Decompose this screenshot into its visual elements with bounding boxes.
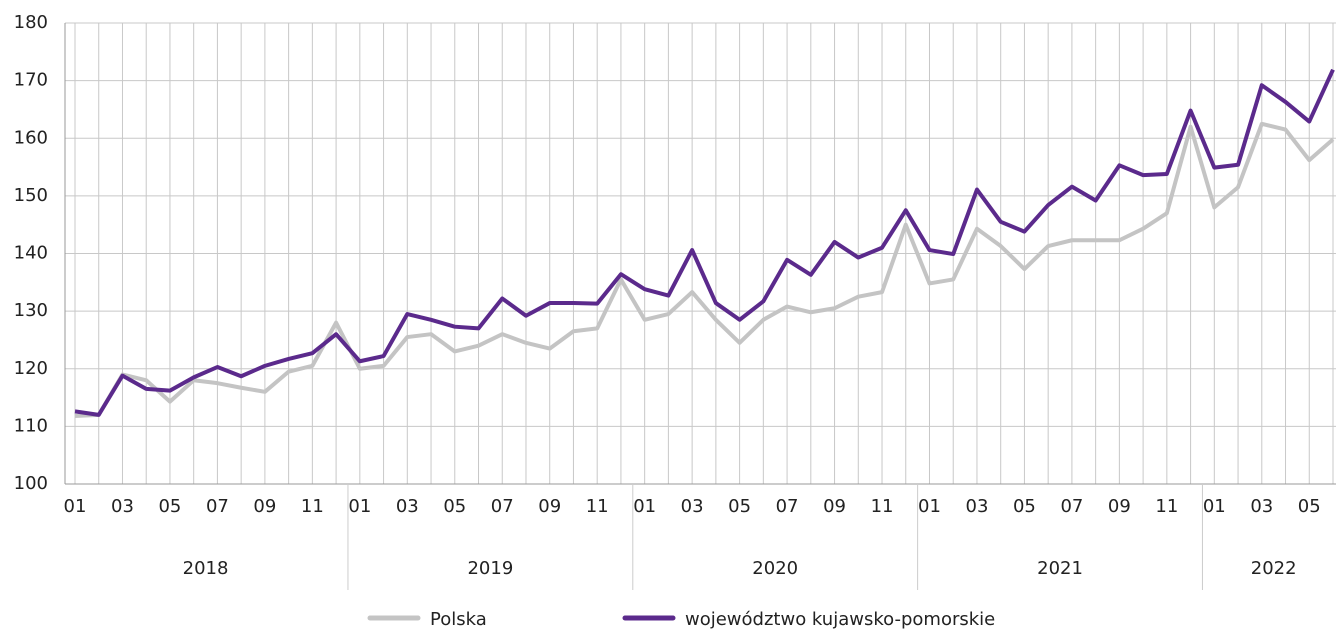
series-line (74, 121, 1335, 419)
y-tick-label: 140 (14, 243, 48, 264)
x-tick-label: 09 (253, 496, 276, 517)
year-label: 2021 (1037, 558, 1083, 579)
x-tick-label: 01 (64, 496, 87, 517)
y-tick-label: 180 (14, 12, 48, 33)
x-tick-label: 07 (491, 496, 514, 517)
x-tick-label: 11 (871, 496, 894, 517)
x-tick-label: 09 (538, 496, 561, 517)
year-label: 2022 (1251, 558, 1297, 579)
x-tick-label: 07 (1060, 496, 1083, 517)
x-tick-label: 11 (586, 496, 609, 517)
y-tick-label: 130 (14, 300, 48, 321)
x-tick-label: 11 (1155, 496, 1178, 517)
legend-label: województwo kujawsko-pomorskie (685, 609, 995, 629)
y-tick-label: 170 (14, 70, 48, 91)
y-tick-label: 160 (14, 127, 48, 148)
x-tick-label: 03 (681, 496, 704, 517)
x-tick-label: 01 (918, 496, 941, 517)
x-tick-label: 01 (348, 496, 371, 517)
y-tick-label: 110 (14, 415, 48, 436)
x-tick-label: 05 (728, 496, 751, 517)
year-label: 2018 (183, 558, 229, 579)
year-label: 2019 (467, 558, 513, 579)
x-tick-label: 05 (158, 496, 181, 517)
y-tick-label: 150 (14, 185, 48, 206)
x-tick-label: 11 (301, 496, 324, 517)
x-tick-label: 07 (206, 496, 229, 517)
x-tick-label: 03 (1250, 496, 1273, 517)
x-tick-label: 09 (1108, 496, 1131, 517)
x-tick-label: 09 (823, 496, 846, 517)
x-tick-label: 05 (443, 496, 466, 517)
x-tick-label: 03 (111, 496, 134, 517)
x-tick-label: 03 (396, 496, 419, 517)
y-tick-label: 100 (14, 473, 48, 494)
x-tick-label: 03 (966, 496, 989, 517)
x-tick-label: 07 (776, 496, 799, 517)
year-label: 2020 (752, 558, 798, 579)
y-tick-label: 120 (14, 358, 48, 379)
x-tick-label: 01 (633, 496, 656, 517)
x-tick-label: 05 (1013, 496, 1036, 517)
x-tick-label: 01 (1203, 496, 1226, 517)
legend-label: Polska (430, 609, 487, 629)
series-line (74, 68, 1335, 417)
x-tick-label: 05 (1298, 496, 1321, 517)
